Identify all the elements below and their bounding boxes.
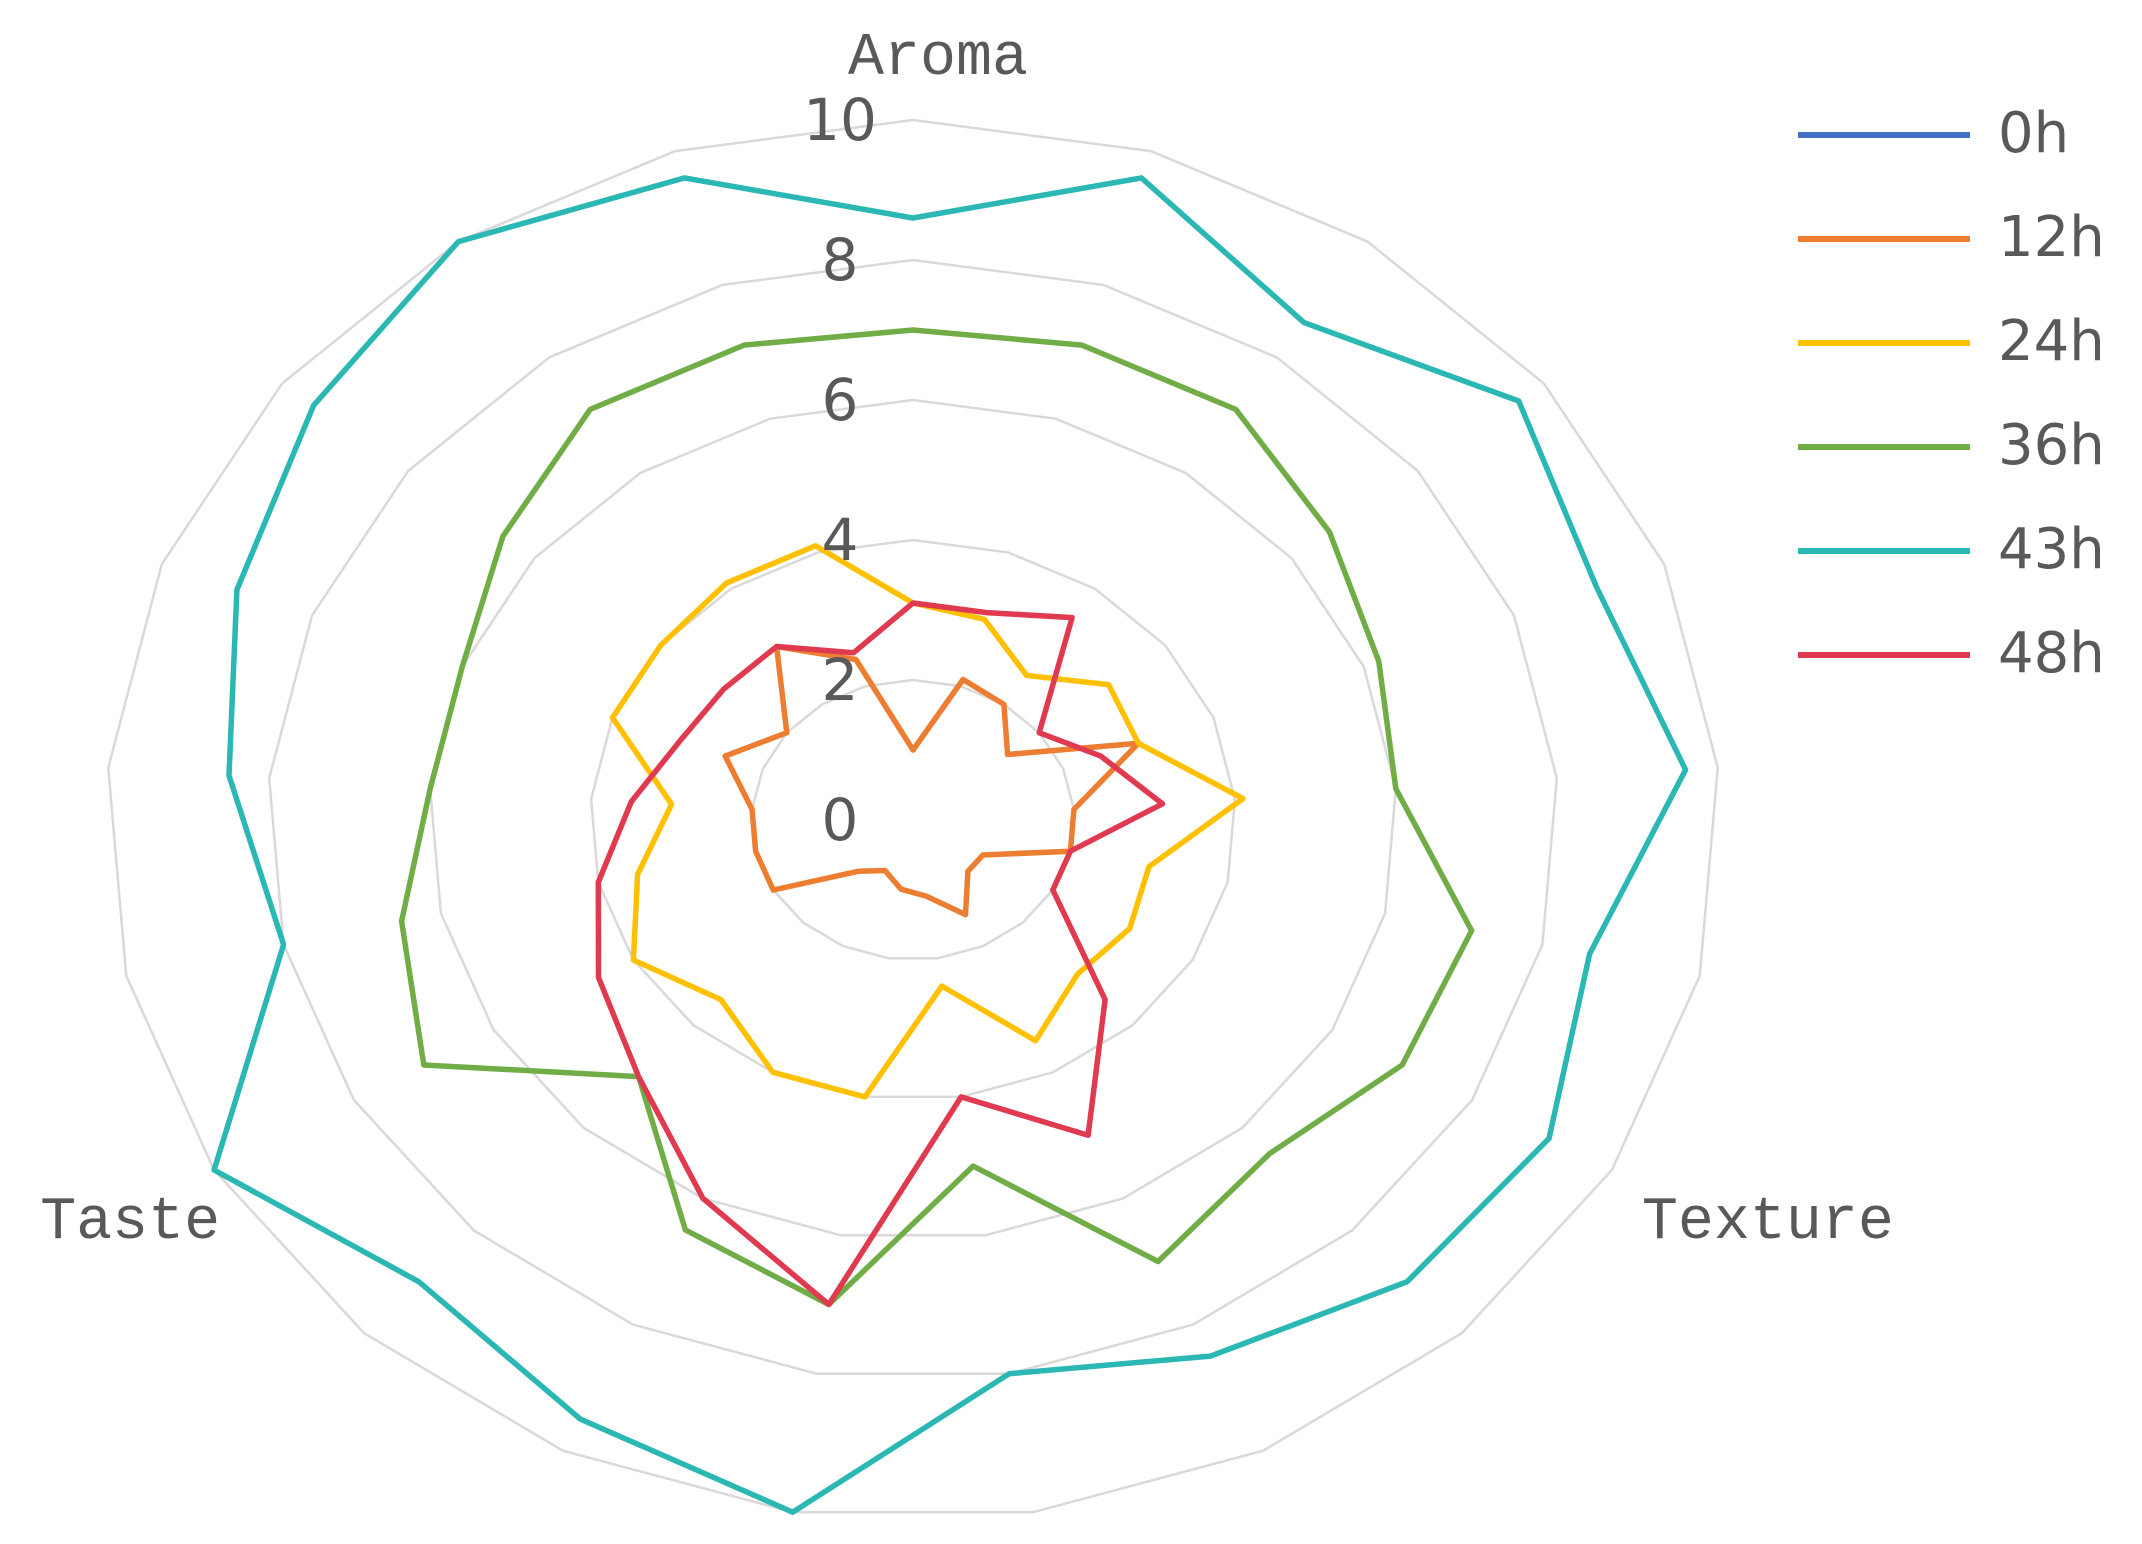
- series-line: [211, 175, 1689, 1515]
- grid-line: [106, 118, 1720, 1514]
- r-tick-label: 4: [822, 506, 859, 574]
- legend-label: 12h: [1998, 205, 2105, 270]
- series-line: [398, 327, 1475, 1308]
- r-tick-label: 0: [822, 786, 859, 854]
- legend-label: 0h: [1998, 101, 2069, 166]
- grid-line: [750, 678, 1076, 960]
- legend-label: 36h: [1998, 413, 2105, 478]
- legend-label: 48h: [1998, 621, 2105, 686]
- r-tick-label: 2: [822, 646, 859, 714]
- legend-label: 24h: [1998, 309, 2105, 374]
- series-line: [595, 600, 1166, 1308]
- r-tick-label: 8: [822, 226, 859, 294]
- r-tick-label: 6: [822, 366, 859, 434]
- category-label: Aroma: [848, 25, 1028, 93]
- category-label: Texture: [1642, 1189, 1894, 1257]
- legend-label: 43h: [1998, 517, 2105, 582]
- r-tick-label: 10: [803, 86, 877, 154]
- grid-line: [267, 258, 1559, 1375]
- series-line: [609, 543, 1246, 1100]
- series-line: [722, 643, 1142, 918]
- grid-line: [428, 398, 1398, 1237]
- category-label: Taste: [40, 1189, 220, 1257]
